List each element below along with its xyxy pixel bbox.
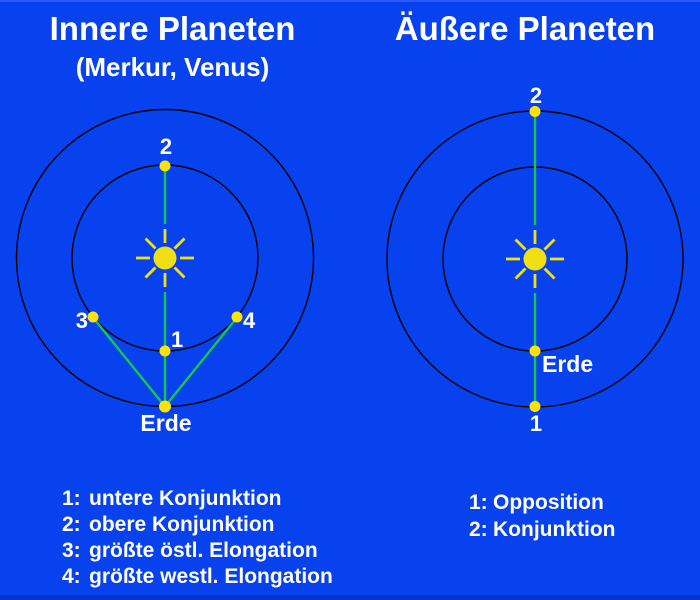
pos2-label: 2 bbox=[160, 134, 172, 159]
outer-planets-diagram: 2 Erde 1 bbox=[386, 83, 684, 436]
pos3-dot-eastern-elongation bbox=[87, 311, 99, 323]
pos2-dot-superior-conjunction bbox=[159, 160, 171, 172]
sun-ray bbox=[173, 266, 186, 279]
legend-number: 2: bbox=[62, 513, 81, 536]
legend-label: größte westl. Elongation bbox=[89, 565, 333, 588]
legend-number: 1: bbox=[469, 491, 488, 514]
sun-icon bbox=[136, 229, 194, 287]
legend-number: 3: bbox=[62, 539, 81, 562]
bottom-edge-shadow bbox=[0, 595, 700, 600]
sightline-earth-to-pos3 bbox=[92, 316, 166, 408]
sun-disc bbox=[523, 247, 547, 271]
pos3-label: 3 bbox=[76, 308, 88, 333]
pos1-label: 1 bbox=[530, 411, 542, 436]
pos4-dot-western-elongation bbox=[231, 311, 243, 323]
legend-item: 1: Opposition bbox=[469, 489, 615, 516]
legend-label: größte östl. Elongation bbox=[89, 539, 318, 562]
sun-ray bbox=[514, 267, 527, 280]
pos1-label: 1 bbox=[171, 327, 183, 352]
pos2-dot-conjunction bbox=[529, 106, 541, 117]
legend-label: obere Konjunktion bbox=[89, 513, 275, 536]
right-legend: 1: Opposition 2: Konjunktion bbox=[469, 489, 615, 543]
legend-item: 4: größte westl. Elongation bbox=[62, 564, 333, 590]
pos4-label: 4 bbox=[243, 308, 256, 333]
legend-number: 4: bbox=[62, 565, 81, 588]
sun-ray bbox=[543, 267, 556, 280]
sun-ray bbox=[514, 238, 527, 251]
sun-disc bbox=[153, 246, 177, 270]
sightline-earth-to-pos4 bbox=[164, 316, 238, 408]
legend-label: Konjunktion bbox=[493, 518, 616, 541]
left-panel-subtitle: (Merkur, Venus) bbox=[75, 52, 270, 82]
pos2-label: 2 bbox=[530, 83, 542, 108]
earth-dot bbox=[159, 400, 171, 413]
earth-label: Erde bbox=[542, 351, 593, 377]
legend-label: untere Konjunktion bbox=[89, 487, 282, 510]
inner-planets-diagram: 2 1 3 4 Erde bbox=[15, 108, 315, 436]
legend-item: 1: untere Konjunktion bbox=[62, 486, 333, 512]
legend-item: 3: größte östl. Elongation bbox=[62, 538, 333, 564]
left-legend: 1: untere Konjunktion 2: obere Konjunkti… bbox=[62, 486, 333, 590]
right-panel-title: Äußere Planeten bbox=[394, 10, 656, 47]
earth-label: Erde bbox=[140, 410, 191, 436]
legend-number: 2: bbox=[469, 518, 488, 541]
pos1-dot-opposition bbox=[529, 401, 541, 412]
pos1-dot-inferior-conjunction bbox=[159, 345, 171, 357]
sun-ray bbox=[144, 237, 157, 250]
earth-dot bbox=[529, 345, 541, 357]
sun-ray bbox=[543, 238, 556, 251]
sun-icon bbox=[506, 230, 564, 288]
left-panel-title: Innere Planeten bbox=[49, 10, 296, 47]
sun-ray bbox=[173, 237, 186, 250]
sun-ray bbox=[144, 266, 157, 279]
legend-label: Opposition bbox=[493, 491, 604, 514]
legend-number: 1: bbox=[62, 487, 81, 510]
legend-item: 2: Konjunktion bbox=[469, 516, 615, 543]
legend-item: 2: obere Konjunktion bbox=[62, 512, 333, 538]
top-edge-highlight bbox=[0, 0, 700, 2]
orbits-diagram: 2 1 3 4 Erde bbox=[15, 83, 684, 436]
